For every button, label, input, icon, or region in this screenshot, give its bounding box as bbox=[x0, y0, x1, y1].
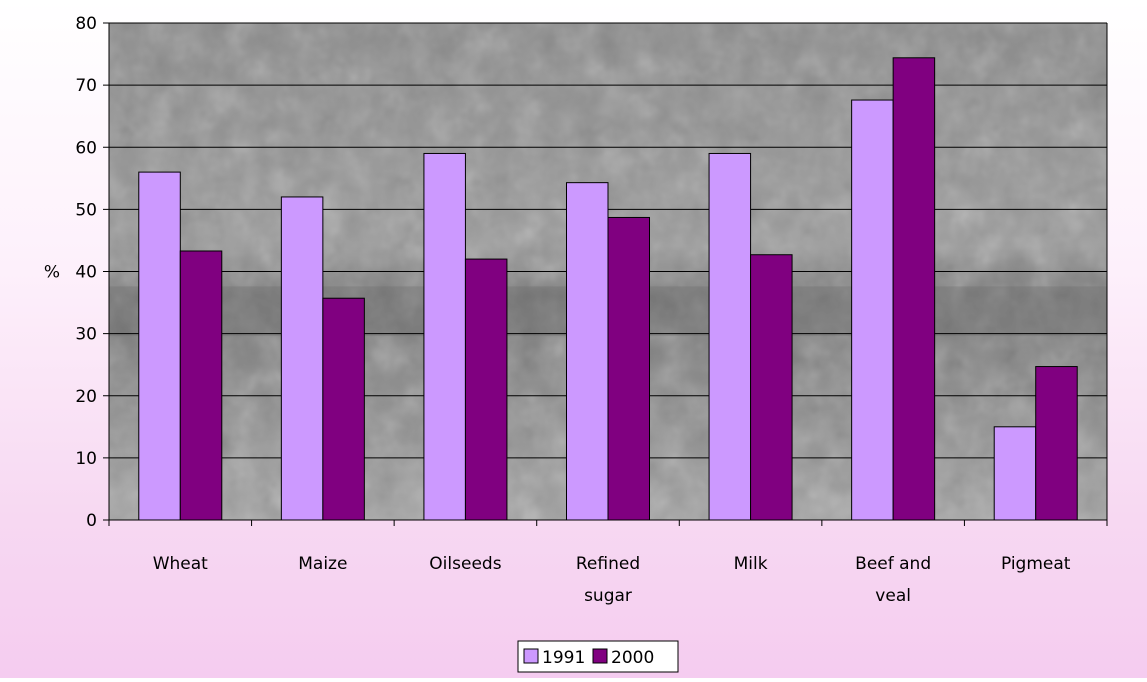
y-tick-label: 30 bbox=[75, 325, 97, 345]
bar-2000-5 bbox=[892, 57, 936, 521]
y-tick-label: 20 bbox=[75, 387, 97, 407]
x-category-label: Wheat bbox=[153, 554, 208, 574]
bar-1991-6 bbox=[993, 426, 1037, 521]
legend-label-1991: 1991 bbox=[542, 648, 585, 668]
bar-2000-3 bbox=[607, 216, 650, 521]
x-category-label: Refined bbox=[576, 554, 640, 574]
x-category-label: Milk bbox=[734, 554, 768, 574]
legend-swatch-1991 bbox=[523, 648, 539, 664]
bar-2000-4 bbox=[750, 254, 793, 521]
y-tick-labels: 0 10 20 30 40 50 60 70 80 bbox=[75, 14, 97, 531]
x-category-label: sugar bbox=[584, 586, 632, 606]
y-tick-label: 60 bbox=[75, 138, 97, 158]
x-category-label: Maize bbox=[298, 554, 347, 574]
y-tick-label: 80 bbox=[75, 14, 97, 34]
bar-2000-1 bbox=[322, 297, 365, 521]
bar-1991-3 bbox=[566, 182, 609, 521]
y-tick-label: 0 bbox=[86, 511, 97, 531]
x-category-label: veal bbox=[875, 586, 911, 606]
bar-2000-2 bbox=[464, 258, 508, 521]
bar-2000-0 bbox=[179, 250, 223, 521]
y-axis-label: % bbox=[44, 263, 60, 283]
legend-label-2000: 2000 bbox=[611, 648, 654, 668]
bar-1991-2 bbox=[423, 152, 466, 521]
bar-1991-4 bbox=[708, 152, 752, 521]
x-category-label: Oilseeds bbox=[429, 554, 501, 574]
bar-1991-1 bbox=[280, 196, 324, 521]
bar-1991-5 bbox=[851, 99, 894, 521]
axes bbox=[103, 22, 1108, 526]
y-tick-label: 50 bbox=[75, 200, 97, 220]
y-tick-label: 40 bbox=[75, 263, 97, 283]
bar-1991-0 bbox=[138, 171, 181, 521]
legend: 1991 2000 bbox=[517, 640, 679, 673]
bar-2000-6 bbox=[1035, 366, 1078, 521]
x-tick-labels: Wheat Maize Oilseeds Refined sugar Milk Beef a… bbox=[153, 554, 1071, 606]
bars bbox=[138, 57, 1078, 521]
y-tick-label: 10 bbox=[75, 449, 97, 469]
x-category-label: Beef and bbox=[855, 554, 931, 574]
legend-swatch-2000 bbox=[592, 648, 608, 664]
y-tick-label: 70 bbox=[75, 76, 97, 96]
x-category-label: Pigmeat bbox=[1001, 554, 1071, 574]
